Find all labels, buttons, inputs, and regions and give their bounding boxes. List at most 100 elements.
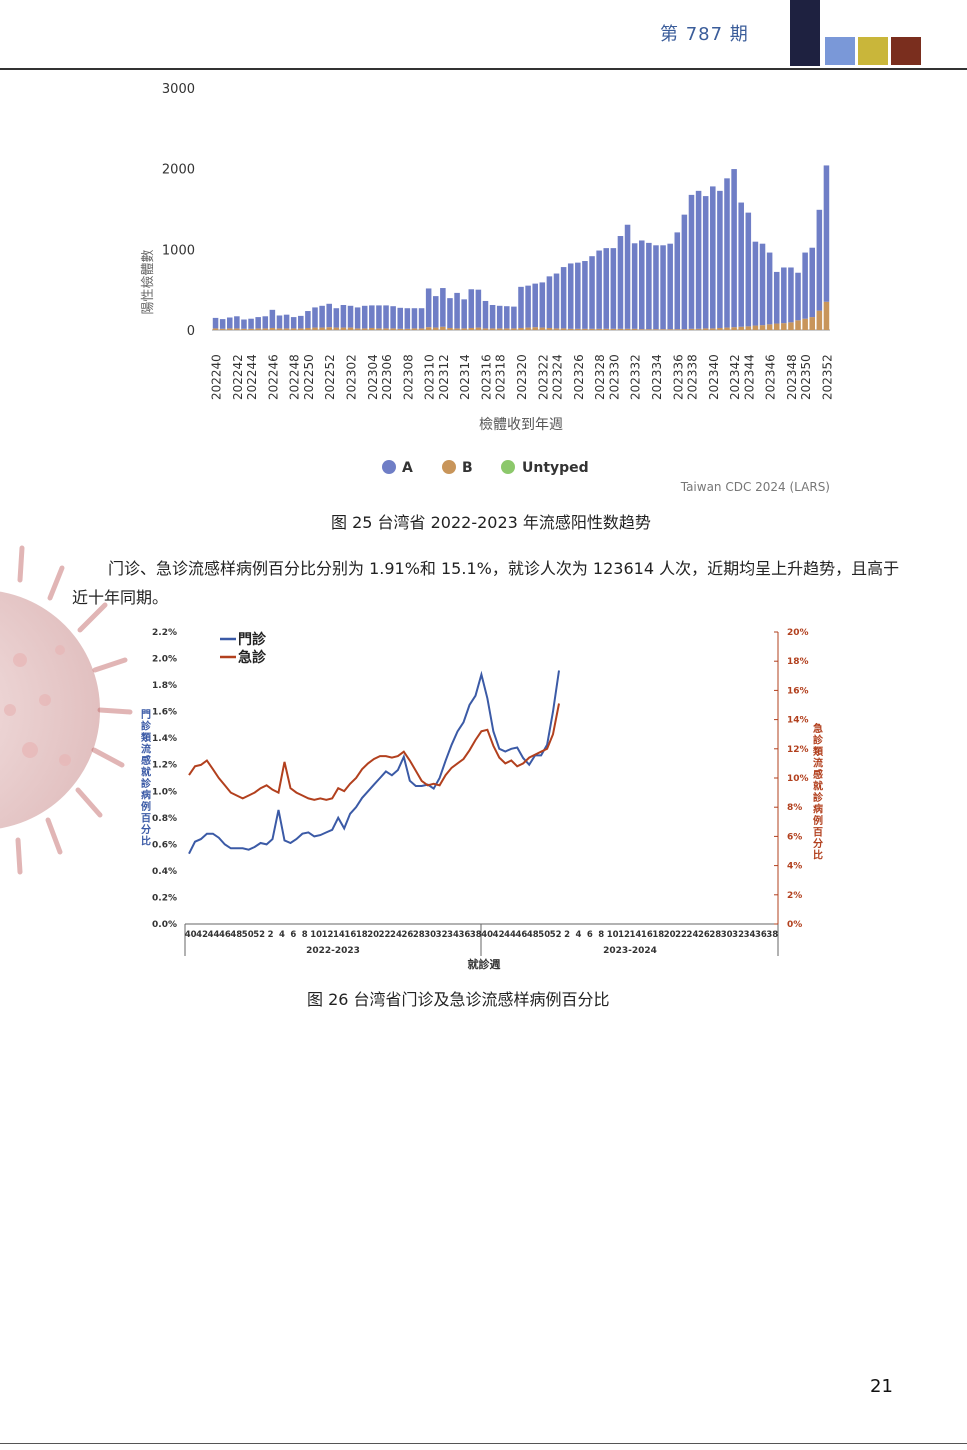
y-left-tick-label: 0.4% — [152, 867, 177, 877]
bar-b — [759, 325, 766, 330]
x-tick-label: 12 — [322, 930, 334, 940]
x-tick-label: 40 — [185, 930, 197, 940]
x-tick-label: 18 — [652, 930, 664, 940]
bar-a — [745, 212, 752, 327]
bar-b — [312, 327, 318, 330]
y-right-tick-label: 10% — [787, 774, 809, 784]
bar-b — [646, 329, 652, 330]
x-tick-label: 28 — [709, 930, 721, 940]
bar-a — [468, 289, 475, 328]
bar-b — [248, 328, 254, 330]
bar-b — [731, 327, 737, 330]
x-tick-label: 32 — [732, 930, 744, 940]
x-tick-label: 30 — [721, 930, 733, 940]
bar-b — [638, 329, 645, 330]
x-tick-label: 202338 — [685, 354, 699, 400]
bar-a — [759, 243, 766, 326]
bar-b — [219, 328, 226, 330]
legend-marker-untyped — [501, 460, 515, 474]
bar-b — [617, 328, 624, 330]
bar-a — [567, 263, 574, 329]
bar-a — [361, 305, 368, 329]
y-right-tick-label: 16% — [787, 686, 809, 696]
bar-b — [688, 328, 695, 330]
bar-a — [724, 178, 730, 328]
bar-a — [781, 267, 787, 324]
bar-b — [383, 328, 389, 330]
y-left-tick-label: 0.0% — [152, 920, 177, 930]
bar-b — [226, 328, 233, 330]
figure25-plot: 0 1000 2000 3000 202240 202242 202244 202246 202… — [162, 82, 835, 400]
y-right-tick-label: 2% — [787, 891, 802, 901]
bar-a — [397, 307, 404, 329]
bar-a — [674, 232, 681, 330]
bar-b — [432, 327, 439, 330]
x-tick-label: 24 — [390, 930, 402, 940]
bar-a — [518, 286, 524, 328]
bar-a — [823, 165, 830, 302]
bar-a — [788, 267, 794, 323]
bar-b — [823, 301, 830, 330]
bar-a — [290, 317, 297, 329]
bar-a — [667, 243, 673, 330]
bar-a — [638, 240, 645, 330]
bar-a — [226, 317, 233, 329]
series-line-outpatient — [188, 670, 560, 855]
y-right-axis-label: 分 — [813, 837, 823, 850]
header-block-navy — [790, 0, 820, 66]
x-tick-label: 14 — [630, 930, 642, 940]
y-tick-label: 3000 — [162, 82, 195, 97]
y-left-axis-label: 類 — [140, 731, 152, 744]
x-tick-label: 30 — [424, 930, 436, 940]
x-axis-label: 檢體收到年週 — [479, 416, 563, 433]
y-left-axis-label: 百 — [141, 813, 151, 825]
x-tick-label: 48 — [527, 930, 539, 940]
x-tick-label: 202336 — [671, 354, 685, 400]
y-left-tick-label: 0.8% — [152, 814, 177, 824]
bar-b — [724, 327, 730, 330]
bar-a — [681, 214, 688, 330]
bar-b — [539, 327, 546, 330]
y-right-tick-label: 4% — [787, 862, 802, 872]
bar-b — [802, 318, 808, 330]
bar-b — [667, 329, 673, 330]
x-tick-label: 202328 — [593, 354, 607, 400]
bar-a — [717, 190, 723, 328]
bar-a — [710, 186, 716, 329]
bar-b — [795, 320, 801, 330]
y-right-tick-label: 6% — [787, 832, 802, 842]
y-right-tick-label: 14% — [787, 716, 809, 726]
y-left-tick-label: 1.8% — [152, 681, 177, 691]
x-tick-label: 202346 — [764, 354, 778, 400]
x-tick-label: 202306 — [380, 354, 394, 400]
x-tick-label: 44 — [504, 930, 516, 940]
bar-b — [546, 327, 553, 330]
header-block-blue — [825, 37, 855, 65]
bar-b — [631, 328, 638, 330]
x-tick-label: 36 — [458, 930, 470, 940]
bar-b — [702, 328, 709, 330]
bar-b — [496, 328, 503, 330]
bar-b — [390, 328, 396, 330]
bar-b — [518, 327, 524, 330]
bar-a — [234, 316, 240, 329]
x-tick-label: 202244 — [245, 354, 259, 400]
x-tick-label: 34 — [447, 930, 459, 940]
bar-b — [461, 328, 467, 330]
bar-a — [411, 308, 418, 329]
x-tick-label: 12 — [618, 930, 630, 940]
bar-b — [504, 328, 510, 330]
bar-a — [489, 304, 496, 329]
bar-b — [440, 326, 446, 330]
y-right-axis-label: 就 — [813, 780, 823, 793]
bar-a — [298, 315, 304, 329]
x-tick-label: 202240 — [210, 354, 224, 400]
bar-a — [305, 311, 311, 328]
bar-b — [773, 323, 780, 330]
y-left-axis-label: 流 — [141, 743, 151, 756]
bar-a — [376, 305, 382, 329]
y-tick-label: 1000 — [162, 243, 195, 258]
y-left-axis-label: 診 — [141, 720, 152, 733]
figure25-caption: 图 25 台湾省 2022-2023 年流感阳性数趋势 — [331, 513, 651, 532]
bar-a — [425, 288, 432, 328]
